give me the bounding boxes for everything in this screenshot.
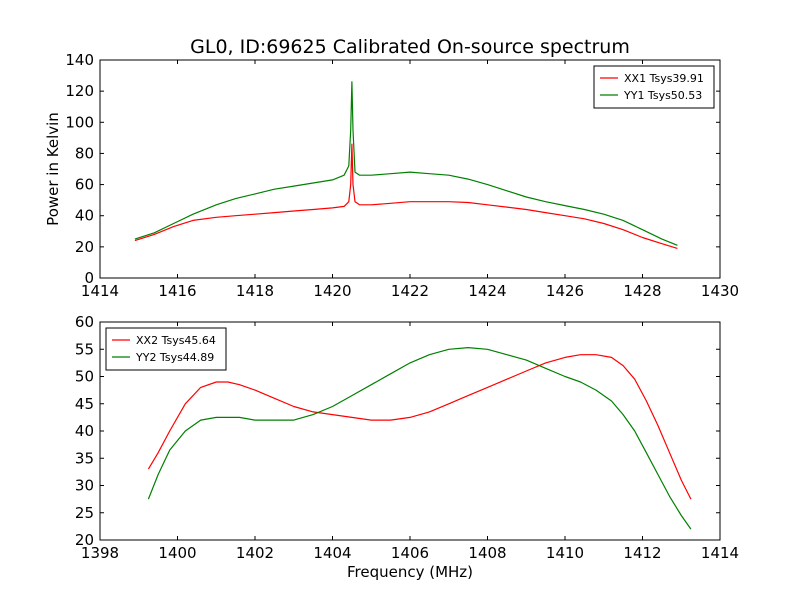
top-plot-xtick-label: 1414: [81, 282, 119, 300]
top-plot-ytick-label: 80: [75, 144, 94, 162]
top-plot-ytick-label: 40: [75, 207, 94, 225]
top-plot-ytick-label: 140: [65, 51, 94, 69]
bottom-plot-ytick-label: 60: [75, 313, 94, 331]
bottom-plot-xtick-label: 1410: [546, 544, 584, 562]
bottom-plot-ytick-label: 25: [75, 504, 94, 522]
bottom-plot-legend-box: [105, 327, 227, 371]
bottom-plot-ytick-label: 20: [75, 531, 94, 549]
top-plot-ticks: 1414 1416 1418 1420 1422 1424 1426 1428 1430 0 20 4…: [65, 51, 739, 300]
top-plot-legend: XX1 Tsys39.91 YY1 Tsys50.53: [593, 65, 715, 109]
bottom-plot-ytick-label: 55: [75, 340, 94, 358]
top-plot-xtick-label: 1420: [313, 282, 351, 300]
bottom-plot-series-2-line: [147, 347, 692, 530]
bottom-plot-ytick-label: 45: [75, 395, 94, 413]
bottom-plot-xtick-label: 1404: [313, 544, 351, 562]
figure-title: GL0, ID:69625 Calibrated On-source spect…: [190, 36, 630, 58]
top-plot-ylabel: Power in Kelvin: [44, 112, 62, 226]
top-plot-ytick-label: 60: [75, 176, 94, 194]
bottom-plot-xtick-label: 1398: [81, 544, 119, 562]
top-plot-ytick-label: 0: [84, 269, 94, 287]
bottom-plot-ytick-label: 40: [75, 422, 94, 440]
bottom-plot-xtick-label: 1414: [701, 544, 739, 562]
top-plot-series-1-line: [134, 143, 678, 249]
bottom-plot-xtick-label: 1406: [391, 544, 429, 562]
bottom-plot-ytick-label: 50: [75, 368, 94, 386]
bottom-plot-xtick-label: 1402: [236, 544, 274, 562]
bottom-plot-xlabel: Frequency (MHz): [347, 563, 473, 581]
top-plot-xtick-label: 1430: [701, 282, 739, 300]
top-plot-legend-label: YY1 Tsys50.53: [623, 89, 702, 102]
top-plot-xtick-label: 1416: [158, 282, 196, 300]
top-plot-legend-label: XX1 Tsys39.91: [624, 72, 704, 85]
bottom-plot-legend-label: XX2 Tsys45.64: [136, 334, 216, 347]
bottom-plot-xtick-label: 1412: [623, 544, 661, 562]
bottom-plot-xtick-label: 1408: [468, 544, 506, 562]
top-plot-ytick-label: 100: [65, 113, 94, 131]
top-plot-xtick-label: 1426: [546, 282, 584, 300]
top-plot-lines: [134, 81, 678, 249]
top-plot-ytick-label: 120: [65, 82, 94, 100]
top-plot-xtick-label: 1418: [236, 282, 274, 300]
bottom-plot-series-1-line: [147, 354, 692, 500]
top-plot-xtick-label: 1424: [468, 282, 506, 300]
top-plot: 1414 1416 1418 1420 1422 1424 1426 1428 1430 0 20 4…: [44, 51, 739, 300]
bottom-plot-xtick-label: 1400: [158, 544, 196, 562]
top-plot-ytick-label: 20: [75, 238, 94, 256]
bottom-plot-ytick-label: 30: [75, 477, 94, 495]
bottom-plot-lines: [147, 347, 692, 530]
top-plot-xtick-label: 1422: [391, 282, 429, 300]
top-plot-xtick-label: 1428: [623, 282, 661, 300]
bottom-plot-ticks: 1398 1400 1402 1404 1406 1408 1410 1412 1414 20 25…: [75, 313, 739, 562]
bottom-plot-legend-label: YY2 Tsys44.89: [135, 351, 214, 364]
bottom-plot: 1398 1400 1402 1404 1406 1408 1410 1412 1414 20 25…: [75, 313, 739, 581]
bottom-plot-legend: XX2 Tsys45.64 YY2 Tsys44.89: [105, 327, 227, 371]
bottom-plot-ytick-label: 35: [75, 449, 94, 467]
top-plot-legend-box: [593, 65, 715, 109]
top-plot-series-2-line: [134, 81, 678, 246]
